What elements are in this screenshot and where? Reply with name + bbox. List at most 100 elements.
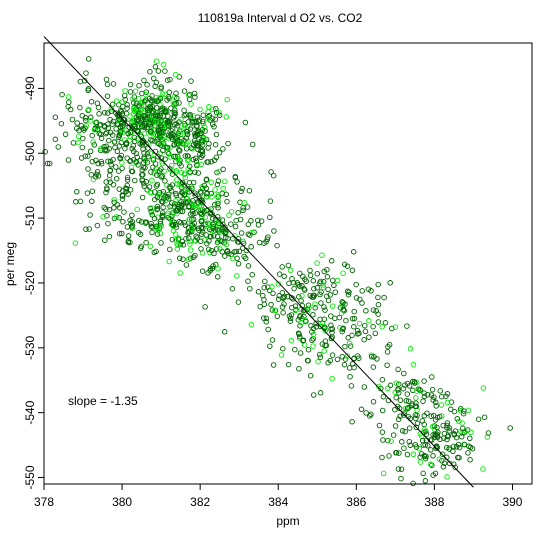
data-point: [417, 387, 423, 393]
data-point: [188, 220, 195, 226]
data-point: [109, 101, 116, 108]
data-point: [418, 451, 425, 457]
data-point: [422, 455, 429, 462]
data-point: [423, 431, 430, 437]
data-point: [398, 466, 405, 472]
data-point: [310, 343, 316, 349]
data-point: [224, 248, 231, 254]
data-point: [193, 155, 199, 161]
data-point: [77, 198, 84, 205]
data-point: [329, 277, 336, 284]
data-point: [114, 148, 121, 155]
data-point: [380, 437, 386, 443]
data-point: [469, 445, 476, 452]
data-point: [270, 172, 277, 179]
data-point: [453, 444, 460, 450]
data-point: [124, 177, 131, 183]
data-point: [160, 199, 166, 205]
data-point: [348, 383, 355, 389]
data-point: [228, 221, 234, 227]
data-point: [457, 408, 464, 414]
data-point: [375, 294, 381, 301]
data-point: [160, 137, 166, 144]
data-point: [180, 141, 186, 147]
data-point: [235, 261, 242, 267]
data-point: [375, 319, 382, 325]
data-point: [172, 71, 179, 78]
data-point: [450, 443, 457, 450]
data-point: [149, 138, 155, 144]
data-point: [162, 193, 168, 200]
data-point: [413, 415, 419, 422]
data-point: [287, 318, 294, 324]
data-point: [154, 194, 161, 200]
data-point: [200, 118, 206, 125]
data-point: [167, 246, 173, 253]
data-point: [437, 436, 443, 443]
data-point: [370, 323, 376, 330]
data-point: [140, 110, 146, 116]
data-point: [216, 109, 222, 116]
data-point: [74, 120, 80, 126]
data-point: [372, 330, 379, 337]
data-point: [263, 238, 269, 245]
data-point: [416, 445, 423, 452]
data-point: [117, 108, 124, 114]
data-point: [279, 264, 285, 270]
data-point: [334, 356, 341, 363]
data-point: [329, 375, 335, 382]
data-point: [94, 222, 101, 229]
data-point: [159, 173, 166, 179]
data-point: [381, 294, 387, 301]
data-point: [149, 229, 155, 236]
data-point: [120, 218, 126, 225]
data-point: [139, 90, 145, 97]
data-point: [272, 307, 278, 314]
data-point: [131, 107, 137, 114]
data-point: [287, 315, 294, 322]
data-point: [119, 99, 125, 105]
data-point: [106, 137, 112, 144]
data-point: [430, 472, 436, 478]
data-point: [154, 206, 161, 212]
data-point: [123, 185, 130, 192]
data-point: [153, 58, 160, 64]
data-point: [328, 313, 334, 319]
data-point: [89, 188, 96, 194]
data-point: [204, 159, 210, 165]
data-point: [157, 142, 164, 148]
y-axis: -490 -500 -510 -520 -530 -540 -550: [23, 76, 44, 490]
data-point: [178, 116, 184, 123]
data-point: [212, 201, 218, 208]
data-point: [397, 413, 403, 419]
data-point: [412, 403, 419, 410]
data-point: [182, 222, 189, 229]
data-point: [192, 192, 198, 199]
data-point: [157, 122, 164, 129]
data-point: [267, 214, 273, 221]
data-point: [267, 198, 274, 204]
data-point: [274, 313, 281, 319]
data-point: [270, 362, 277, 368]
data-point: [174, 208, 180, 214]
data-point: [152, 98, 158, 104]
data-point: [133, 100, 140, 107]
data-point: [129, 168, 136, 175]
data-point: [143, 120, 149, 127]
data-point: [345, 335, 351, 341]
data-point: [370, 364, 377, 370]
data-point: [89, 158, 96, 165]
data-point: [234, 255, 240, 262]
data-point: [440, 422, 446, 429]
data-point: [175, 236, 182, 243]
data-point: [176, 100, 182, 106]
data-point: [130, 143, 137, 149]
data-point: [444, 391, 451, 397]
data-point: [150, 164, 156, 170]
data-point: [405, 405, 411, 411]
data-point: [296, 283, 303, 289]
data-point: [314, 260, 320, 266]
data-point: [107, 116, 113, 123]
data-point: [320, 284, 326, 291]
data-point: [119, 129, 126, 135]
